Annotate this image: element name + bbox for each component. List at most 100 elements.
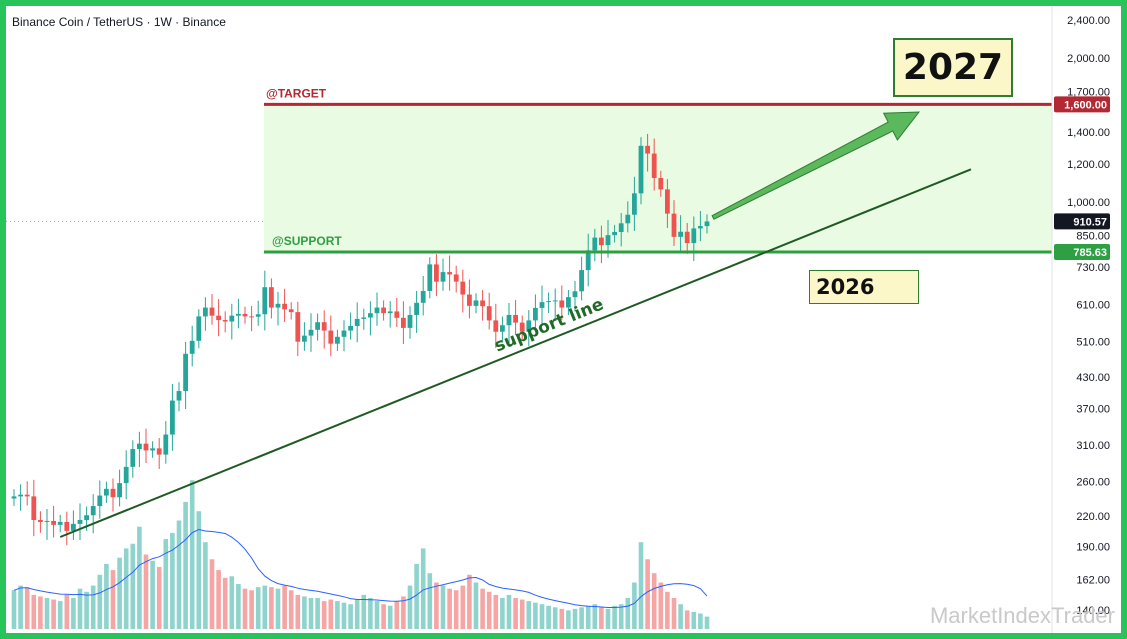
volume-bar	[625, 598, 631, 629]
candle	[407, 306, 413, 339]
candle-body	[381, 307, 386, 314]
candle-body	[183, 353, 188, 392]
candle-body	[315, 322, 320, 330]
volume-bar	[137, 526, 142, 629]
candle-body	[493, 320, 499, 332]
candle-body	[704, 221, 710, 227]
candle	[658, 170, 664, 197]
volume-bar	[678, 604, 683, 629]
candle-body	[625, 214, 631, 224]
candle-body	[31, 496, 37, 520]
volume-bar	[84, 591, 89, 629]
candle	[566, 289, 571, 315]
volume-bar	[651, 573, 657, 629]
chart-title: Binance Coin / TetherUS · 1W · Binance	[12, 15, 226, 29]
volume-bar	[460, 585, 466, 629]
volume-bar	[361, 594, 367, 629]
candle-body	[605, 235, 611, 246]
candle	[163, 421, 169, 464]
candle-body	[354, 318, 360, 326]
price-tag-label: 1,600.00	[1064, 99, 1107, 111]
candle-body	[546, 301, 551, 303]
candle-body	[262, 287, 268, 315]
price-tick-label: 220.00	[1076, 511, 1110, 523]
volume-bar	[506, 594, 512, 629]
candle	[539, 285, 545, 325]
candle-body	[665, 189, 670, 214]
candle	[189, 325, 195, 367]
candle-body	[559, 300, 565, 308]
candle-body	[18, 494, 23, 497]
candle-body	[526, 320, 532, 332]
volume-bar	[222, 577, 228, 629]
candle-body	[11, 496, 17, 499]
candle	[269, 278, 274, 319]
candle-body	[552, 300, 558, 302]
candle-body	[117, 483, 122, 498]
candle	[368, 301, 373, 336]
volume-bar	[387, 605, 393, 629]
candle	[467, 279, 472, 319]
candle-body	[486, 306, 492, 321]
candle	[335, 329, 340, 352]
candle-body	[90, 506, 96, 516]
candle	[394, 297, 400, 327]
volume-bar	[11, 590, 17, 629]
candle	[361, 308, 367, 330]
volume-bar	[295, 594, 301, 629]
watermark: MarketIndexTrader	[929, 603, 1115, 628]
volume-bar	[605, 608, 611, 629]
volume-bar	[216, 570, 221, 629]
candle-body	[361, 317, 367, 319]
candle	[427, 257, 433, 299]
candle	[275, 291, 281, 326]
candle-body	[24, 494, 30, 497]
candle	[143, 428, 149, 464]
projection-arrow	[711, 111, 921, 220]
volume-bar	[242, 588, 248, 629]
price-tick-label: 430.00	[1076, 372, 1110, 384]
volume-bar	[420, 548, 426, 629]
volume-bar	[209, 559, 215, 629]
trendline	[59, 168, 972, 538]
price-tick-label: 1,000.00	[1067, 197, 1110, 209]
volume-bar	[394, 601, 400, 629]
price-tick-label: 140.00	[1076, 605, 1110, 617]
volume-ma-line	[13, 528, 708, 608]
volume-bar	[632, 582, 637, 629]
volume-bar	[368, 598, 373, 629]
volume-bar	[189, 480, 195, 629]
candle	[585, 233, 591, 287]
candle-body	[44, 520, 50, 522]
candle	[414, 290, 419, 333]
candle	[645, 133, 650, 172]
price-tick-label: 310.00	[1076, 440, 1110, 452]
candle-body	[658, 177, 664, 190]
volume-bar	[183, 501, 188, 629]
candle	[288, 302, 294, 320]
volume-bar	[110, 570, 116, 629]
volume-bar	[163, 539, 169, 629]
candle	[229, 303, 235, 340]
candle	[196, 309, 202, 349]
candle	[183, 341, 188, 410]
candle-body	[143, 443, 149, 451]
volume-bar	[302, 596, 307, 629]
price-tick-label: 850.00	[1076, 231, 1110, 243]
candle-body	[216, 315, 221, 321]
candle-body	[236, 313, 241, 316]
candle	[493, 303, 499, 348]
candle-body	[275, 303, 281, 308]
candle-body	[321, 322, 327, 331]
candle-body	[513, 314, 518, 323]
price-tick-label: 2,000.00	[1067, 53, 1110, 65]
price-tick-label: 610.00	[1076, 299, 1110, 311]
volume-bar	[38, 596, 43, 629]
candle	[612, 224, 617, 243]
price-tick-label: 1,200.00	[1067, 159, 1110, 171]
volume-bar	[592, 604, 598, 629]
projection-arrow-shape	[711, 111, 921, 220]
volume-bar	[473, 582, 479, 629]
candle	[77, 503, 83, 541]
support-label: @SUPPORT	[272, 234, 342, 248]
